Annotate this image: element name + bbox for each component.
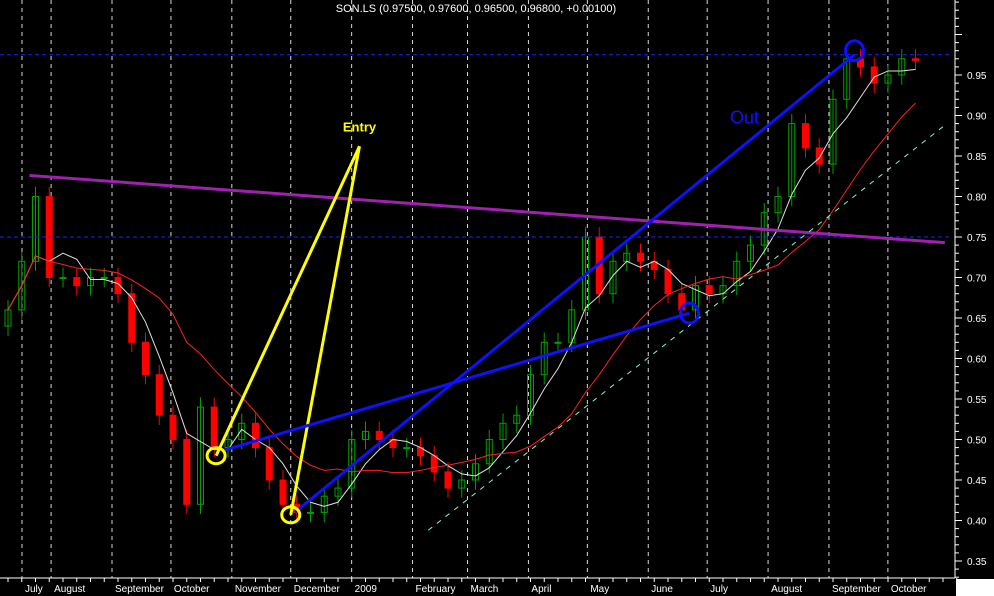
trend-line (29, 173, 945, 245)
candle-body (829, 98, 837, 165)
candle-body (375, 430, 383, 440)
candle-body (430, 455, 438, 473)
marker-circle (844, 39, 865, 63)
candle-body (100, 277, 108, 279)
y-tick-label: 0.45 (967, 476, 987, 487)
y-tick-label: 0.85 (967, 152, 987, 163)
x-tick-label: August (54, 584, 85, 595)
candle-body (210, 406, 218, 449)
candle-body (444, 471, 452, 489)
chart-title: SON.LS (0.97500, 0.97600, 0.96500, 0.968… (336, 3, 616, 15)
candle-body (265, 447, 273, 481)
candle-body (59, 277, 67, 279)
x-tick-label: March (471, 584, 499, 595)
candle-body (279, 479, 287, 505)
x-tick-label: May (590, 584, 609, 595)
x-tick-label: November (235, 584, 282, 595)
candle-body (513, 414, 521, 424)
candle-body (884, 74, 892, 84)
x-tick-label: December (294, 584, 341, 595)
candle-body (843, 58, 851, 100)
annotation-label: Entry (343, 120, 377, 135)
x-tick-label: September (832, 584, 882, 595)
candle-body (527, 374, 534, 416)
x-tick-label: August (771, 584, 802, 595)
candle-body (554, 341, 562, 344)
x-tick-label: February (416, 584, 456, 595)
y-tick-label: 0.80 (967, 193, 987, 204)
annotation-label: Out (730, 108, 759, 128)
marker-circle (205, 446, 227, 466)
y-tick-label: 0.50 (967, 436, 987, 447)
y-tick-label: 0.55 (967, 395, 987, 406)
candle-body (252, 422, 259, 449)
moving-average-line (7, 68, 916, 507)
x-tick-label: September (115, 584, 165, 595)
candle-body (540, 341, 548, 376)
y-tick-label: 0.35 (967, 557, 987, 568)
candle-body (142, 341, 149, 376)
x-tick-label: October (891, 584, 927, 595)
candle-body (870, 66, 878, 84)
candle-body (183, 439, 191, 505)
y-tick-label: 0.95 (967, 71, 987, 82)
marker-circle (679, 301, 700, 325)
candle-body (692, 285, 699, 311)
candle-body (18, 260, 26, 311)
y-tick-label: 0.40 (967, 517, 987, 528)
x-tick-label: October (174, 584, 210, 595)
candle-body (747, 244, 754, 262)
candle-body (472, 463, 479, 481)
candle-body (733, 260, 741, 287)
candle-body (898, 58, 906, 76)
candle-body (362, 430, 369, 440)
candle-body (499, 422, 507, 440)
candle-body (802, 123, 809, 149)
x-tick-label: June (651, 584, 673, 595)
candle-body (169, 414, 177, 441)
candle-body (912, 58, 919, 61)
candle-body (32, 196, 39, 262)
candle-body (320, 495, 328, 513)
y-tick-label: 0.70 (967, 274, 987, 285)
candle-body (128, 293, 136, 343)
candle-body (307, 511, 314, 514)
candle-body (197, 406, 204, 505)
y-tick-label: 0.75 (967, 233, 987, 244)
candle-body (788, 123, 796, 197)
trend-line (214, 145, 361, 457)
moving-average-line (7, 102, 916, 474)
y-tick-label: 0.90 (967, 112, 987, 123)
candle-body (458, 479, 466, 489)
y-tick-label: 0.60 (967, 355, 987, 366)
x-tick-label: 2009 (355, 584, 378, 595)
trend-line (427, 124, 946, 531)
x-tick-label: April (531, 584, 551, 595)
x-tick-label: July (710, 584, 728, 595)
marker-circle (280, 505, 302, 525)
x-tick-label: July (25, 584, 43, 595)
candle-body (664, 268, 672, 295)
candle-body (87, 277, 94, 287)
axis-corner (956, 579, 994, 596)
trend-line (293, 53, 856, 514)
candle-body (114, 277, 122, 295)
candle-body (774, 196, 782, 214)
candle-body (73, 277, 81, 287)
candle-body (609, 260, 617, 295)
y-tick-label: 0.65 (967, 314, 987, 325)
trend-line (289, 146, 361, 516)
candle-body (485, 439, 493, 465)
candle-body (815, 147, 823, 165)
candle-body (155, 374, 163, 416)
candle-body (637, 252, 644, 262)
candle-body (403, 447, 411, 450)
candle-body (705, 285, 713, 295)
candle-body (334, 487, 342, 497)
